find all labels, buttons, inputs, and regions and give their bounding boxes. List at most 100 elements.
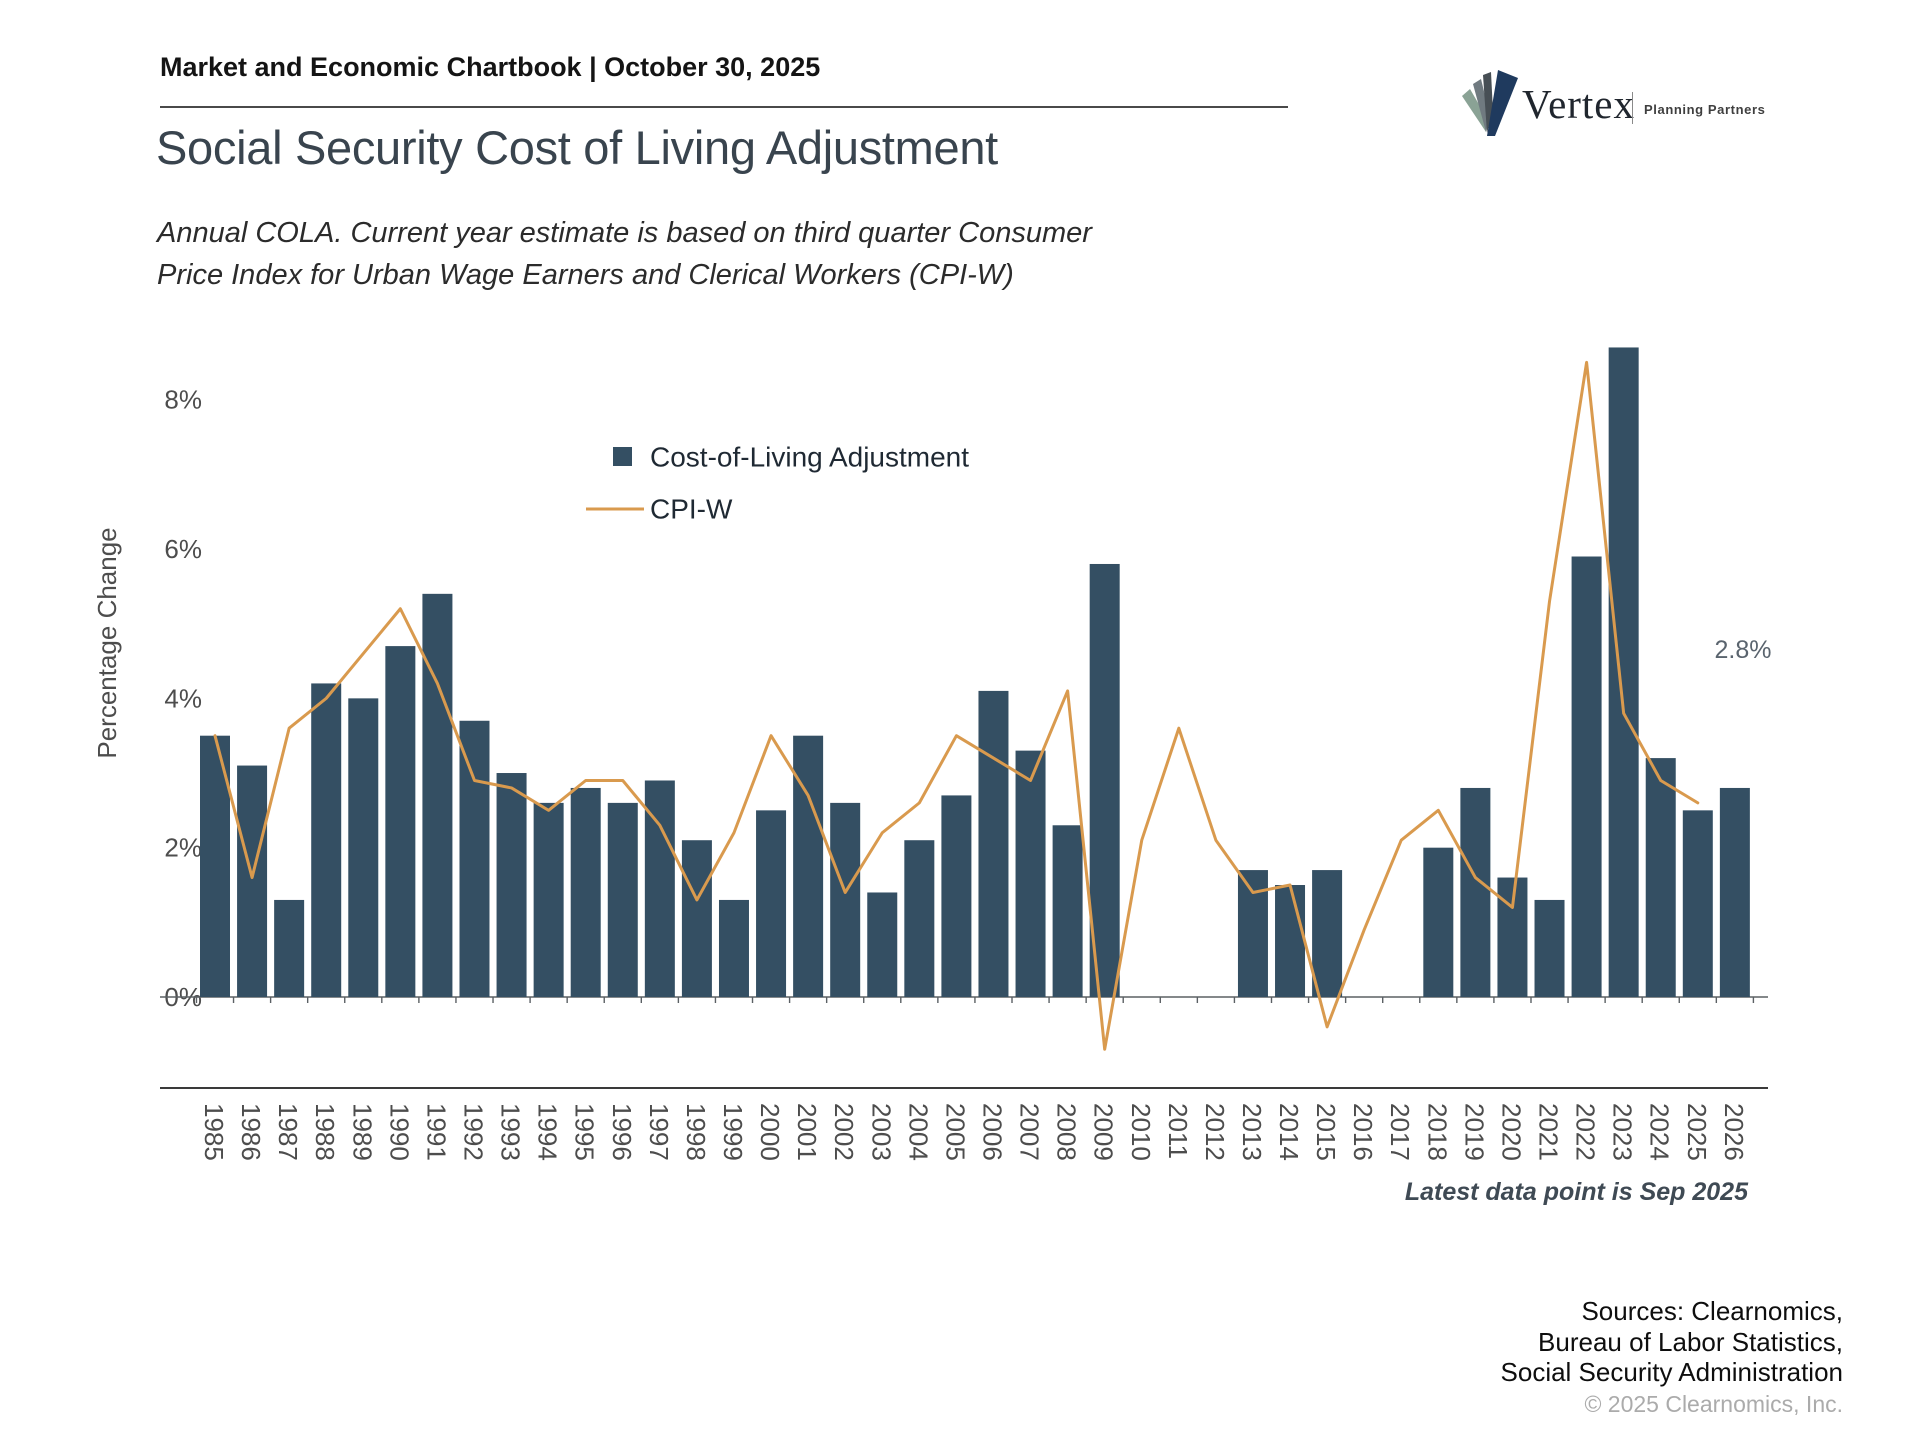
x-year-label-2002: 2002 — [829, 1103, 859, 1161]
x-year-label-2018: 2018 — [1422, 1103, 1452, 1161]
x-year-label-1999: 1999 — [718, 1103, 748, 1161]
source-line: Sources: Clearnomics, — [1581, 1296, 1843, 1326]
x-year-label-2021: 2021 — [1534, 1103, 1564, 1161]
cola-bar-2023 — [1608, 347, 1639, 997]
legend-swatch-cola — [613, 447, 632, 466]
brand-logo: Vertex Planning Partners — [1462, 66, 1802, 146]
cola-bar-2015 — [1312, 870, 1343, 997]
cola-bar-1990 — [385, 646, 416, 997]
x-year-label-2003: 2003 — [866, 1103, 896, 1161]
x-year-label-1991: 1991 — [421, 1103, 451, 1161]
cola-bar-1997 — [644, 780, 675, 997]
logo-divider — [1632, 92, 1633, 124]
x-year-label-2022: 2022 — [1571, 1103, 1601, 1161]
x-year-label-2015: 2015 — [1311, 1103, 1341, 1161]
x-year-label-2016: 2016 — [1348, 1103, 1378, 1161]
latest-data-note: Latest data point is Sep 2025 — [1405, 1178, 1749, 1206]
logo-brand-text: Vertex — [1522, 81, 1636, 127]
x-year-label-1995: 1995 — [570, 1103, 600, 1161]
cola-bar-2006 — [978, 690, 1009, 997]
x-year-label-2013: 2013 — [1237, 1103, 1267, 1161]
cola-bar-2024 — [1645, 758, 1676, 997]
x-year-label-2007: 2007 — [1015, 1103, 1045, 1161]
x-year-label-2026: 2026 — [1719, 1103, 1749, 1161]
x-year-label-2008: 2008 — [1052, 1103, 1082, 1161]
cola-bar-1991 — [422, 593, 453, 997]
x-year-label-1998: 1998 — [681, 1103, 711, 1161]
x-year-label-1993: 1993 — [496, 1103, 526, 1161]
cola-bar-1989 — [348, 698, 379, 997]
cola-bar-1986 — [237, 765, 268, 997]
x-year-label-1992: 1992 — [458, 1103, 488, 1161]
x-year-label-2009: 2009 — [1089, 1103, 1119, 1161]
x-year-label-1997: 1997 — [644, 1103, 674, 1161]
x-year-label-2025: 2025 — [1682, 1103, 1712, 1161]
logo-stripe-gray — [1473, 79, 1490, 132]
cola-bar-2004 — [904, 840, 935, 997]
x-year-label-1987: 1987 — [273, 1103, 303, 1161]
x-year-label-2011: 2011 — [1163, 1103, 1193, 1159]
x-year-label-1988: 1988 — [310, 1103, 340, 1161]
cola-bar-1987 — [274, 899, 305, 997]
cola-bar-2008 — [1052, 825, 1083, 997]
cola-bar-2003 — [867, 892, 898, 997]
cola-bar-1996 — [607, 802, 638, 997]
cola-bar-1998 — [681, 840, 712, 997]
x-year-label-1985: 1985 — [199, 1103, 229, 1161]
x-year-label-2001: 2001 — [792, 1103, 822, 1161]
x-year-label-2023: 2023 — [1608, 1103, 1638, 1161]
x-year-label-2010: 2010 — [1126, 1103, 1156, 1161]
x-year-label-2012: 2012 — [1200, 1103, 1230, 1161]
x-year-label-1996: 1996 — [607, 1103, 637, 1161]
x-year-label-2000: 2000 — [755, 1103, 785, 1161]
x-year-label-2004: 2004 — [903, 1103, 933, 1161]
x-year-label-1989: 1989 — [347, 1103, 377, 1161]
copyright-text: © 2025 Clearnomics, Inc. — [1584, 1391, 1843, 1418]
cola-bar-1995 — [570, 787, 601, 997]
cola-bar-1994 — [533, 802, 564, 997]
cola-bar-2000 — [756, 810, 787, 997]
header-rule — [160, 106, 1288, 108]
x-year-label-2020: 2020 — [1496, 1103, 1526, 1161]
cola-bar-2014 — [1275, 885, 1306, 997]
cola-bar-2021 — [1534, 899, 1565, 997]
x-year-label-2005: 2005 — [940, 1103, 970, 1161]
cola-annotation: 2.8% — [1715, 636, 1772, 664]
cola-bar-2009 — [1089, 563, 1120, 997]
cola-bar-1993 — [496, 773, 527, 997]
logo-sail-navy — [1487, 70, 1518, 136]
cola-bar-2002 — [830, 802, 861, 997]
x-year-label-2019: 2019 — [1459, 1103, 1489, 1161]
page-subtitle: Annual COLA. Current year estimate is ba… — [157, 217, 1092, 292]
y-tick-label: 2% — [164, 833, 202, 863]
chartbook-header: Market and Economic Chartbook | October … — [160, 52, 821, 82]
vertex-logo-icon — [1462, 70, 1518, 136]
cola-bar-2005 — [941, 795, 972, 997]
y-axis-title: Percentage Change — [92, 527, 122, 758]
logo-tagline: Planning Partners — [1644, 102, 1766, 117]
x-year-label-2024: 2024 — [1645, 1103, 1675, 1161]
y-tick-label: 4% — [164, 683, 202, 713]
page-title: Social Security Cost of Living Adjustmen… — [156, 121, 998, 174]
cola-bar-2026 — [1719, 787, 1750, 997]
cola-bar-2022 — [1571, 556, 1602, 997]
sources-block: Sources: Clearnomics, Bureau of Labor St… — [1501, 1296, 1843, 1418]
x-year-label-2014: 2014 — [1274, 1103, 1304, 1161]
cola-bar-2018 — [1423, 847, 1454, 997]
cola-bar-1992 — [459, 720, 490, 997]
source-line: Social Security Administration — [1500, 1357, 1843, 1388]
cola-bar-2025 — [1682, 810, 1713, 997]
cola-bar-1999 — [718, 899, 749, 997]
cola-bar-1988 — [311, 683, 342, 997]
legend-label-cola: Cost-of-Living Adjustment — [650, 442, 969, 473]
cpiw-line — [213, 360, 1700, 1051]
x-year-label-1986: 1986 — [236, 1103, 266, 1161]
legend-label-cpiw: CPI-W — [650, 494, 733, 525]
x-year-label-1994: 1994 — [533, 1103, 563, 1161]
x-year-label-2006: 2006 — [977, 1103, 1007, 1161]
x-year-label-1990: 1990 — [384, 1103, 414, 1161]
y-tick-label: 8% — [164, 385, 202, 415]
source-line: Bureau of Labor Statistics, — [1538, 1326, 1843, 1357]
cola-bar-2019 — [1460, 787, 1491, 997]
